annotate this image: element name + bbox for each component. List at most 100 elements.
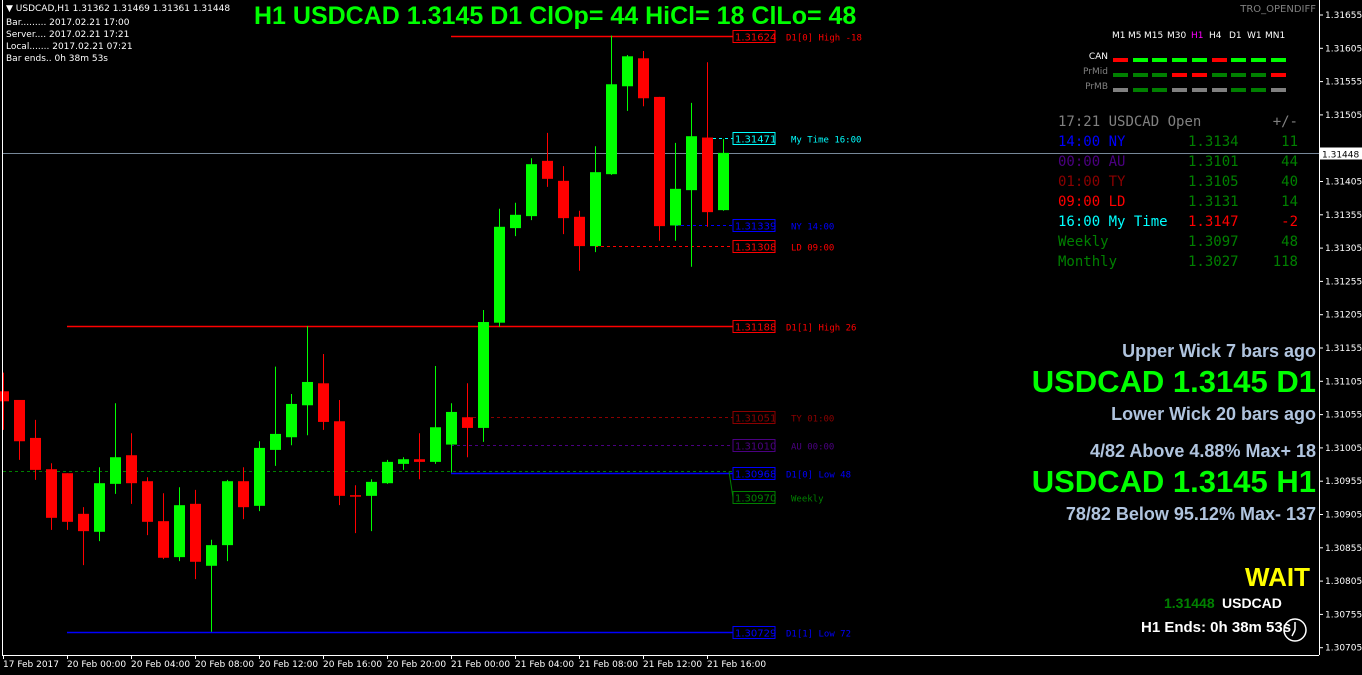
candle-body <box>398 459 409 464</box>
candle-body <box>190 503 201 562</box>
price-tick-label: 1.31155 <box>1325 344 1362 354</box>
tf-status-segment <box>1172 58 1188 62</box>
level-label: AU 00:00 <box>791 443 834 453</box>
current-price-box <box>1320 147 1362 160</box>
timeframe-h4[interactable]: H4 <box>1209 31 1222 41</box>
timeframe-m30[interactable]: M30 <box>1167 31 1187 41</box>
row-label: 09:00 LD <box>1058 194 1126 210</box>
candle <box>94 467 105 542</box>
level-label: My Time 16:00 <box>791 136 861 146</box>
candle <box>366 479 377 532</box>
candle-body <box>702 137 713 213</box>
candle <box>350 485 361 534</box>
level-price: 1.30968 <box>735 470 776 481</box>
timeframe-m15[interactable]: M15 <box>1144 31 1164 41</box>
candle-body <box>430 427 441 462</box>
level-1: 1.31471 My Time 16:00 <box>707 132 861 146</box>
candle <box>286 393 297 446</box>
candle-body <box>414 459 425 462</box>
current-price-label: 1.31448 <box>1322 151 1359 161</box>
timeframe-m1[interactable]: M1 <box>1112 31 1126 41</box>
tf-row-label: PrMB <box>1085 82 1108 92</box>
level-label: D1[1] High 26 <box>786 324 856 334</box>
tf-status-segment <box>1231 73 1247 77</box>
candle <box>494 208 505 327</box>
indicator-name: TRO_OPENDIFF <box>1240 4 1316 15</box>
price-tick-label: 1.31405 <box>1325 178 1362 188</box>
price-tick-label: 1.30705 <box>1325 644 1362 654</box>
candle-body <box>686 136 697 191</box>
symbol-header[interactable]: ▼ USDCAD,H1 1.31362 1.31469 1.31361 1.31… <box>6 4 231 14</box>
level-2: 1.31339 NY 14:00 <box>675 219 834 233</box>
row-diff: 11 <box>1281 134 1298 150</box>
candle-body <box>14 399 25 442</box>
price-tick-label: 1.31205 <box>1325 311 1362 321</box>
tf-row-label: CAN <box>1088 52 1108 62</box>
row-open: 1.3131 <box>1188 194 1239 210</box>
candle <box>430 365 441 464</box>
row-open: 1.3097 <box>1188 234 1239 250</box>
level-label: D1[0] Low 48 <box>786 471 851 481</box>
candle-body <box>350 495 361 497</box>
candle <box>462 383 473 458</box>
price-tick-label: 1.31505 <box>1325 111 1362 121</box>
row-label: 01:00 TY <box>1058 174 1126 190</box>
candle <box>302 326 313 436</box>
tf-status-segment <box>1270 73 1286 77</box>
tf-status-segment <box>1270 88 1286 92</box>
candle <box>30 419 41 480</box>
tf-status-segment <box>1211 58 1227 62</box>
price-tick-label: 1.31355 <box>1325 211 1362 221</box>
level-price: 1.31010 <box>735 442 776 453</box>
candle-body <box>446 411 457 445</box>
tf-status-segment <box>1250 58 1266 62</box>
collapse-triangle-icon[interactable]: ▼ <box>6 4 13 14</box>
candle <box>254 441 265 512</box>
timeframe-d1[interactable]: D1 <box>1229 31 1242 41</box>
level-9: 1.30729 D1[1] Low 72 <box>67 626 851 640</box>
candle-body <box>30 437 41 470</box>
candle <box>14 399 25 460</box>
level-label: TY 01:00 <box>791 415 834 425</box>
level-8: 1.30970 Weekly <box>3 471 824 505</box>
level-label: D1[0] High -18 <box>786 34 862 44</box>
level-price-box <box>732 411 776 424</box>
level-price-box <box>732 219 776 232</box>
level-price-box <box>732 626 776 639</box>
tf-status-segment <box>1113 58 1128 62</box>
candle-body <box>462 417 473 428</box>
timeframe-w1[interactable]: W1 <box>1247 31 1262 41</box>
upper-wick: Upper Wick 7 bars ago <box>1122 341 1316 361</box>
bid-price: 1.31448 <box>1164 595 1215 611</box>
price-tick-label: 1.31605 <box>1325 44 1362 54</box>
row-open: 1.3101 <box>1188 154 1239 170</box>
timeframe-m5[interactable]: M5 <box>1128 31 1142 41</box>
candle <box>590 146 601 253</box>
tf-status-segment <box>1152 88 1168 92</box>
candle-body <box>110 457 121 484</box>
level-price-box <box>732 320 776 333</box>
candle-body <box>542 160 553 179</box>
chart-title: H1 USDCAD 1.3145 D1 ClOp= 44 HiCl= 18 Cl… <box>254 2 857 30</box>
candle-body <box>654 96 665 227</box>
tf-status-segment <box>1132 58 1148 62</box>
price-tick-label: 1.30805 <box>1325 577 1362 587</box>
bar-ends: Bar ends.. 0h 38m 53s <box>6 54 108 64</box>
candle-body <box>222 481 233 546</box>
timeframe-mn1[interactable]: MN1 <box>1265 31 1286 41</box>
row-open: 1.3134 <box>1188 134 1239 150</box>
tf-status-segment <box>1250 88 1266 92</box>
candle-body <box>126 455 137 484</box>
time-tick-label: 20 Feb 12:00 <box>259 660 318 670</box>
price-tick-label: 1.30905 <box>1325 511 1362 521</box>
candle <box>270 366 281 466</box>
level-price: 1.31308 <box>735 243 776 254</box>
price-tick-label: 1.31005 <box>1325 444 1362 454</box>
tf-status-segment <box>1152 58 1168 62</box>
price-tick-label: 1.31555 <box>1325 78 1362 88</box>
time-tick-label: 20 Feb 08:00 <box>195 660 254 670</box>
level-7: 1.30968 D1[0] Low 48 <box>451 467 851 481</box>
price-tick-label: 1.31655 <box>1325 11 1362 21</box>
timeframe-h1[interactable]: H1 <box>1191 31 1204 41</box>
